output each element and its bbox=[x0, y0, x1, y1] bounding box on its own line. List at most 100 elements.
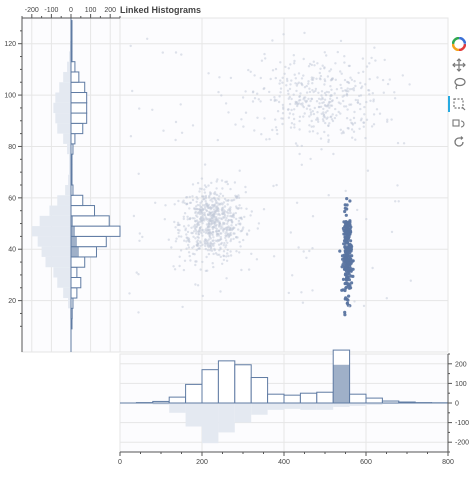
scatter-point bbox=[339, 112, 342, 115]
box-select-icon[interactable] bbox=[448, 96, 467, 112]
scatter-point bbox=[287, 92, 290, 96]
x-tick-label: 0 bbox=[118, 459, 122, 466]
scatter-point bbox=[316, 111, 319, 114]
scatter-point bbox=[191, 231, 194, 235]
scatter-point bbox=[368, 77, 371, 81]
scatter-point bbox=[138, 232, 141, 235]
scatter-point bbox=[238, 169, 241, 172]
lasso-icon[interactable] bbox=[451, 75, 467, 91]
scatter-point bbox=[396, 184, 399, 187]
scatter-point bbox=[353, 121, 357, 125]
reset-icon[interactable] bbox=[451, 116, 467, 132]
scatter-point bbox=[205, 223, 209, 226]
scatter-point bbox=[216, 233, 219, 236]
scatter-point bbox=[194, 228, 197, 231]
scatter-point bbox=[232, 213, 235, 217]
scatter-point bbox=[353, 110, 356, 114]
scatter-point bbox=[226, 248, 229, 252]
scatter-point bbox=[219, 217, 223, 220]
scatter-point-selected bbox=[346, 254, 350, 258]
scatter-point bbox=[299, 98, 302, 102]
scatter-point bbox=[294, 82, 297, 85]
scatter-point-selected bbox=[348, 232, 352, 236]
scatter-point bbox=[346, 108, 349, 111]
scatter-point bbox=[185, 203, 188, 206]
scatter-point bbox=[211, 210, 214, 214]
scatter-point bbox=[208, 234, 211, 238]
scatter-point-selected bbox=[350, 281, 354, 285]
y-hist-bg-bar bbox=[57, 195, 71, 206]
background-histograms bbox=[31, 20, 448, 444]
scatter-point bbox=[257, 98, 260, 101]
scatter-point bbox=[271, 39, 274, 42]
scatter-point bbox=[233, 198, 236, 201]
scatter-point bbox=[128, 292, 131, 295]
scatter-point bbox=[199, 241, 202, 244]
scatter-point bbox=[237, 194, 240, 197]
scatter-point bbox=[203, 211, 206, 215]
scatter-point-selected bbox=[340, 254, 345, 258]
pan-icon[interactable] bbox=[451, 57, 467, 73]
scatter-point bbox=[244, 191, 247, 194]
scatter-point bbox=[218, 195, 221, 198]
scatter-point bbox=[301, 301, 305, 304]
scatter-point bbox=[345, 243, 348, 247]
scatter-point bbox=[309, 99, 312, 103]
scatter-point bbox=[200, 216, 203, 220]
scatter-point bbox=[163, 218, 166, 221]
scatter-point bbox=[302, 74, 305, 77]
x-tick-label: 200 bbox=[196, 459, 208, 466]
scatter-point bbox=[381, 78, 385, 82]
scatter-point bbox=[307, 80, 310, 83]
scatter-point-selected bbox=[343, 206, 347, 210]
scatter-point bbox=[409, 279, 412, 282]
scatter-point bbox=[227, 225, 230, 228]
scatter-point bbox=[242, 125, 245, 128]
scatter-point bbox=[181, 305, 184, 309]
scatter-point bbox=[275, 128, 279, 132]
scatter-point bbox=[195, 200, 198, 203]
help-icon[interactable] bbox=[451, 134, 467, 150]
scatter-point bbox=[290, 108, 293, 112]
scatter-point bbox=[308, 87, 311, 90]
scatter-point bbox=[227, 254, 230, 258]
scatter-point bbox=[201, 260, 204, 264]
scatter-point bbox=[194, 283, 197, 286]
scatter-point bbox=[176, 221, 180, 224]
scatter-point bbox=[341, 89, 344, 93]
logo-icon[interactable] bbox=[451, 36, 467, 52]
scatter-point bbox=[204, 194, 208, 198]
scatter-point bbox=[300, 291, 303, 294]
scatter-point bbox=[325, 54, 328, 57]
scatter-point bbox=[362, 70, 365, 74]
scatter-point bbox=[331, 113, 334, 116]
scatter-point-selected bbox=[346, 248, 350, 252]
scatter-point bbox=[342, 99, 345, 103]
scatter-point bbox=[319, 105, 323, 109]
y-hist-bg-bar bbox=[57, 277, 71, 288]
scatter-point bbox=[268, 90, 271, 94]
scatter-point bbox=[184, 227, 187, 230]
y-tick-label: 20 bbox=[8, 298, 16, 305]
scatter-point bbox=[232, 216, 236, 219]
y-tick-label: 40 bbox=[8, 247, 16, 254]
scatter-point bbox=[302, 96, 306, 99]
scatter-point bbox=[137, 273, 140, 276]
scatter-point bbox=[191, 124, 195, 127]
scatter-point bbox=[360, 117, 363, 120]
scatter-point-selected bbox=[343, 313, 347, 317]
scatter-point bbox=[356, 101, 360, 104]
scatter-point bbox=[311, 215, 315, 218]
scatter-point bbox=[341, 95, 344, 98]
scatter-point-selected bbox=[345, 237, 349, 241]
scatter-point bbox=[211, 239, 214, 243]
scatter-point bbox=[192, 245, 196, 248]
scatter-point bbox=[374, 59, 377, 62]
scatter-point bbox=[259, 76, 262, 80]
scatter-point bbox=[319, 74, 323, 78]
scatter-point bbox=[300, 77, 304, 80]
scatter-points[interactable] bbox=[128, 31, 412, 317]
scatter-point-selected bbox=[346, 298, 350, 302]
scatter-point bbox=[365, 217, 368, 221]
scatter-point bbox=[294, 102, 297, 106]
